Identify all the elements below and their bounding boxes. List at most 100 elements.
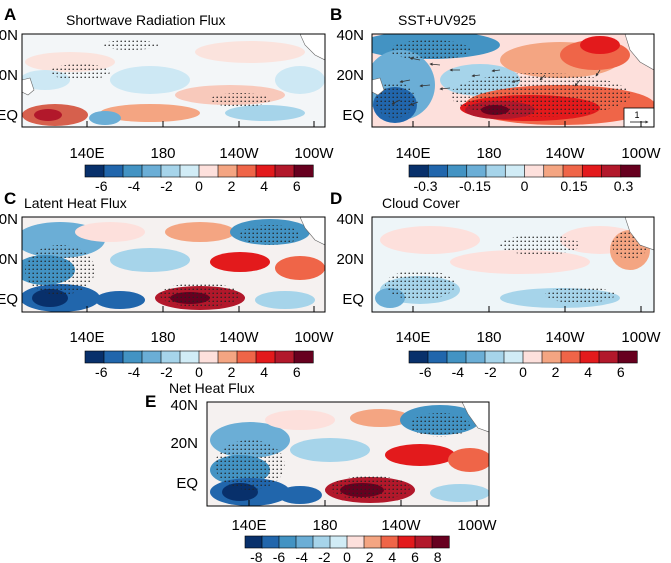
- ticks-d: [412, 306, 642, 312]
- ytick-label-a-1: 40N: [0, 27, 18, 44]
- colorbar-segment: [380, 535, 399, 549]
- stipple-d-3: [545, 287, 615, 303]
- anomaly-d-2: [450, 250, 590, 274]
- land-d-north-america: [624, 217, 654, 251]
- anomaly-e-8: [448, 448, 489, 472]
- colorbar-tick-label: 4: [260, 364, 268, 380]
- land-a-asia: [22, 77, 35, 96]
- colorbar-tick-label: 0: [519, 364, 527, 380]
- wind-vector: [511, 79, 521, 83]
- colorbar-tick-label: -6: [95, 178, 108, 194]
- ytick-label-d-2: 20N: [336, 251, 364, 268]
- colorbar-e: -8 -6 -4 -2 0 2 4 6 8: [244, 535, 450, 563]
- wind-vector: [429, 62, 441, 66]
- ytick-label-c-1: 40N: [0, 211, 18, 228]
- colorbar-tick-label: 6: [293, 178, 301, 194]
- colorbar-d: -6 -4 -2 0 2 4 6: [408, 350, 638, 380]
- ytick-label-c-2: 20N: [0, 251, 18, 268]
- colorbar-segment: [522, 350, 543, 364]
- land-b-asia: [372, 77, 385, 96]
- ytick-label-e-1: 40N: [170, 397, 198, 414]
- anomaly-c-8: [275, 256, 325, 280]
- land-a-north-america: [299, 34, 325, 61]
- stipple-e-3: [410, 413, 470, 437]
- stipple-d-1: [385, 270, 455, 300]
- colorbar-tick-label: -0.3: [413, 178, 437, 194]
- panel-letter-c: C: [4, 189, 16, 208]
- colorbar-segment: [617, 350, 638, 364]
- xtick-label-a-4: 100W: [294, 145, 334, 162]
- stipple-e-2: [330, 476, 410, 500]
- xtick-label-d-3: 140W: [545, 329, 585, 346]
- ytick-label-a-3: EQ: [0, 107, 18, 124]
- colorbar-segment: [427, 350, 448, 364]
- colorbar-segment: [278, 535, 297, 549]
- xtick-label-c-4: 100W: [294, 329, 334, 346]
- map-e: [207, 402, 489, 506]
- stipple-b-3: [375, 82, 415, 118]
- anomaly-e-14: [430, 484, 489, 502]
- colorbar-segment: [274, 164, 295, 178]
- colorbar-tick-label: 4: [388, 549, 396, 563]
- wind-vector: [439, 87, 451, 91]
- colorbar-tick-label: 0: [343, 549, 351, 563]
- map-c: [22, 217, 325, 312]
- colorbar-segment: [141, 164, 162, 178]
- xtick-label-b-3: 140W: [545, 145, 585, 162]
- colorbar-segment: [363, 535, 382, 549]
- panel-a: A Shortwave Radiation Flux: [0, 5, 334, 194]
- colorbar-segment: [103, 350, 124, 364]
- xtick-label-e-3: 140W: [381, 517, 421, 534]
- wind-vector: [399, 79, 411, 84]
- colorbar-tick-label: -2: [160, 178, 173, 194]
- xtick-label-e-4: 100W: [457, 517, 497, 534]
- panel-title-e: Net Heat Flux: [169, 380, 255, 396]
- colorbar-segment: [84, 164, 105, 178]
- colorbar-tick-label: -6: [95, 364, 108, 380]
- colorbar-segment: [103, 164, 124, 178]
- colorbar-segment: [255, 350, 276, 364]
- colorbar-segment: [466, 164, 487, 178]
- colorbar-segment: [541, 350, 562, 364]
- stipple-b-2: [390, 40, 470, 60]
- colorbar-segment: [198, 164, 219, 178]
- wind-vector: [419, 84, 431, 88]
- colorbar-tick-label: -4: [295, 549, 308, 563]
- colorbar-segment: [446, 350, 467, 364]
- frame-a: [21, 33, 326, 128]
- colorbar-segment: [122, 350, 143, 364]
- anomaly-e-5: [350, 409, 410, 427]
- colorbar-tick-label: -2: [484, 364, 497, 380]
- colorbar-segment: [579, 350, 600, 364]
- anomaly-d-1: [380, 226, 480, 254]
- anomaly-a-3: [110, 66, 190, 94]
- ytick-label-a-2: 20N: [0, 67, 18, 84]
- map-a: [22, 34, 325, 127]
- colorbar-tick-label: 0: [195, 178, 203, 194]
- stipple-a-3: [102, 40, 158, 50]
- colorbar-segment: [581, 164, 603, 178]
- colorbar-segment: [84, 350, 105, 364]
- stipple-d-2: [500, 235, 580, 255]
- xtick-label-b-4: 100W: [621, 145, 661, 162]
- anomaly-a-8: [34, 109, 62, 121]
- ytick-label-d-3: EQ: [342, 291, 364, 308]
- colorbar-segment: [447, 164, 468, 178]
- anomaly-b-7: [580, 36, 620, 54]
- colorbar-segment: [601, 164, 622, 178]
- colorbar-tick-label: -4: [128, 178, 141, 194]
- colorbar-segment: [397, 535, 416, 549]
- colorbar-segment: [414, 535, 433, 549]
- xtick-label-a-3: 140W: [219, 145, 259, 162]
- stipple-c-3: [240, 225, 300, 245]
- map-d: [372, 217, 654, 312]
- colorbar-segment: [198, 350, 219, 364]
- colorbar-tick-label: -8: [250, 549, 263, 563]
- colorbar-tick-label: 0: [521, 178, 529, 194]
- colorbar-segment: [293, 350, 314, 364]
- land-e-north-america: [461, 402, 489, 433]
- xtick-label-a-1: 140E: [69, 145, 104, 162]
- colorbar-segment: [524, 164, 545, 178]
- anomaly-c-7: [210, 252, 270, 272]
- colorbar-tick-label: 6: [411, 549, 419, 563]
